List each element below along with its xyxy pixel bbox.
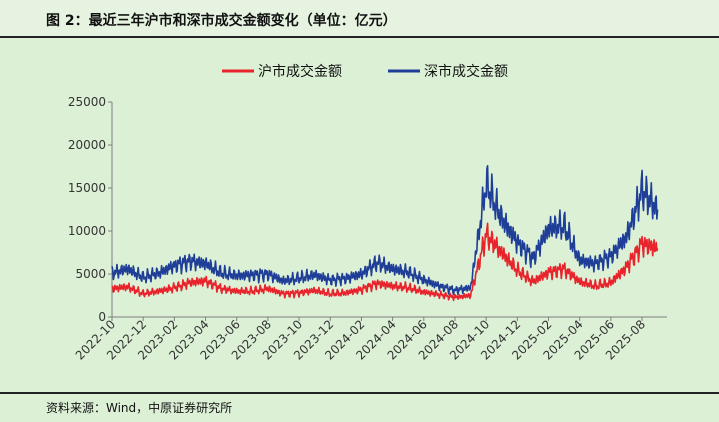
figure-title: 图 2：最近三年沪市和深市成交金额变化（单位：亿元） — [46, 13, 397, 29]
legend-label-sh: 沪市成交金额 — [258, 63, 342, 80]
y-tick-label: 15000 — [68, 181, 106, 195]
series-sz-line — [111, 165, 659, 296]
source-note: 资料来源：Wind，中原证券研究所 — [46, 401, 233, 415]
legend-label-sz: 深市成交金额 — [424, 63, 508, 80]
y-tick-label: 5000 — [75, 267, 106, 281]
top-rule — [0, 36, 719, 38]
line-chart: 05000100001500020000250002022-102022-122… — [68, 63, 667, 363]
series-sh-line — [111, 222, 659, 302]
y-tick-label: 20000 — [68, 138, 106, 152]
bottom-rule — [0, 392, 719, 394]
y-tick-label: 10000 — [68, 224, 106, 238]
y-tick-label: 25000 — [68, 95, 106, 109]
y-tick-label: 0 — [98, 310, 106, 324]
title-bar — [0, 0, 719, 36]
